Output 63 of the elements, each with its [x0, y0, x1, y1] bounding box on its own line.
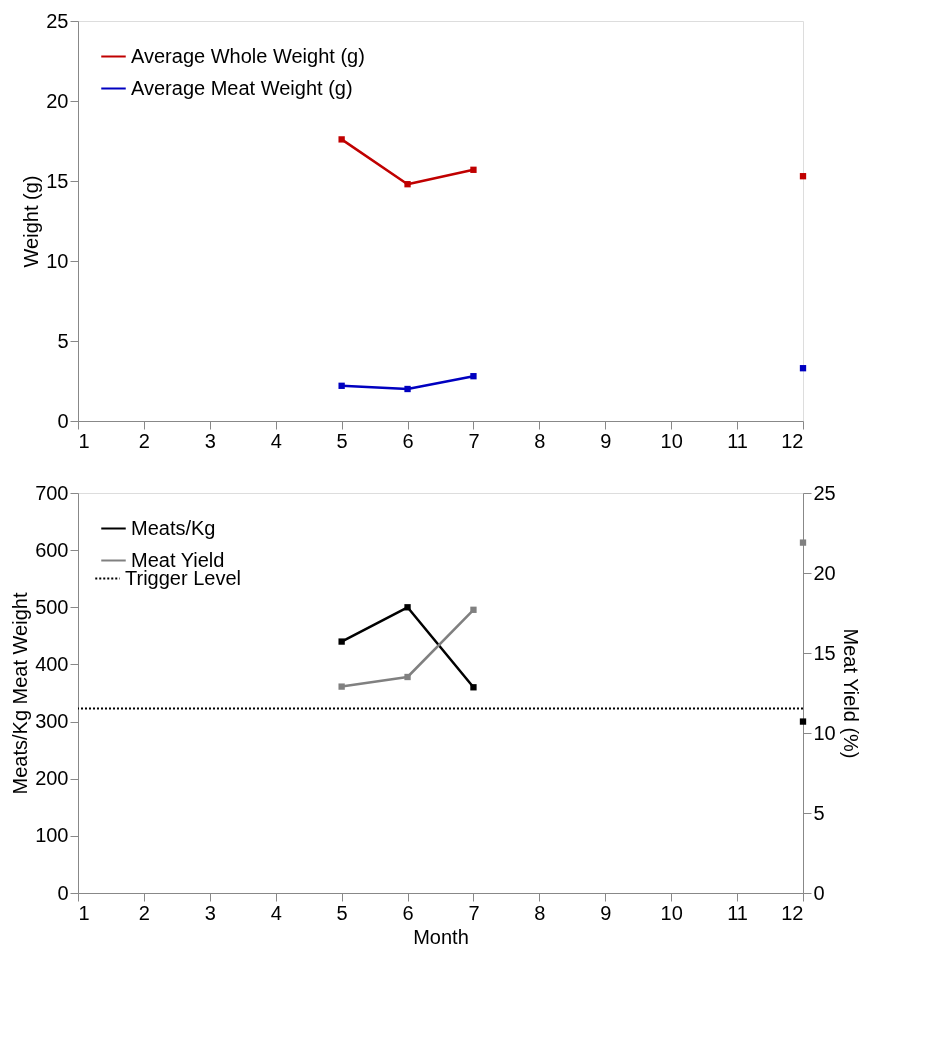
point	[338, 638, 345, 645]
y-tick-label: 0	[57, 409, 69, 432]
point	[470, 606, 477, 613]
x-tick-label: 6	[402, 901, 414, 924]
point	[470, 684, 477, 691]
x-tick-label: 8	[534, 429, 546, 452]
y-tick-label: 25	[46, 9, 69, 32]
x-tick-label: 2	[138, 429, 150, 452]
x-tick-label: 11	[727, 901, 748, 924]
y-tick-label: 400	[35, 652, 69, 675]
x-tick-label: 5	[336, 429, 348, 452]
point	[404, 604, 411, 611]
y-tick-label: 700	[35, 481, 69, 504]
x-tick-label: 3	[204, 901, 216, 924]
point	[470, 166, 477, 173]
y-tick-label: 5	[57, 329, 69, 352]
x-tick-label: 5	[336, 901, 348, 924]
y-tick-label: 500	[35, 595, 69, 618]
x-tick-label: 4	[270, 429, 282, 452]
point	[338, 382, 345, 389]
y-tick-label: 0	[57, 881, 69, 904]
y-axis-title: Meats/Kg Meat Weight	[9, 592, 32, 795]
x-tick-label: 9	[600, 901, 612, 924]
x-tick-label: 2	[138, 901, 150, 924]
legend-label: Average Whole Weight (g)	[131, 44, 365, 67]
y2-tick-label: 15	[813, 641, 836, 664]
x-tick-label: 7	[468, 429, 480, 452]
y2-tick-label: 20	[813, 561, 836, 584]
legend-label: Meats/Kg	[131, 516, 216, 539]
y-tick-label: 200	[35, 767, 69, 790]
x-axis-title: Month	[413, 925, 469, 948]
point	[404, 673, 411, 681]
legend-label: Average Meat Weight (g)	[131, 76, 353, 99]
point	[338, 136, 345, 143]
y-tick-label: 20	[46, 89, 69, 112]
point	[404, 181, 411, 188]
y-tick-label: 15	[46, 169, 69, 192]
x-tick-label: 11	[727, 429, 748, 452]
y2-tick-label: 25	[813, 481, 836, 504]
point	[470, 373, 477, 380]
y2-tick-label: 5	[813, 801, 825, 824]
y2-tick-label: 10	[813, 721, 836, 744]
y2-tick-label: 0	[813, 881, 825, 904]
x-tick-label: 1	[78, 429, 90, 452]
y-tick-label: 300	[35, 710, 69, 733]
x-tick-label: 4	[270, 901, 282, 924]
x-tick-label: 1	[78, 901, 90, 924]
x-tick-label: 10	[660, 901, 683, 924]
x-tick-label: 9	[600, 429, 612, 452]
x-tick-label: 7	[468, 901, 480, 924]
x-tick-label: 12	[781, 901, 804, 924]
y-tick-label: 600	[35, 538, 69, 561]
point	[404, 385, 411, 393]
x-tick-label: 6	[402, 429, 414, 452]
x-tick-label: 10	[660, 429, 683, 452]
y-axis-title: Weight (g)	[20, 175, 43, 268]
y2-axis-title: Meat Yield (%)	[839, 628, 862, 759]
x-tick-label: 12	[781, 429, 804, 452]
point	[338, 683, 345, 690]
y-tick-label: 100	[35, 824, 69, 847]
y-tick-label: 10	[46, 249, 69, 272]
x-tick-label: 8	[534, 901, 546, 924]
x-tick-label: 3	[204, 429, 216, 452]
